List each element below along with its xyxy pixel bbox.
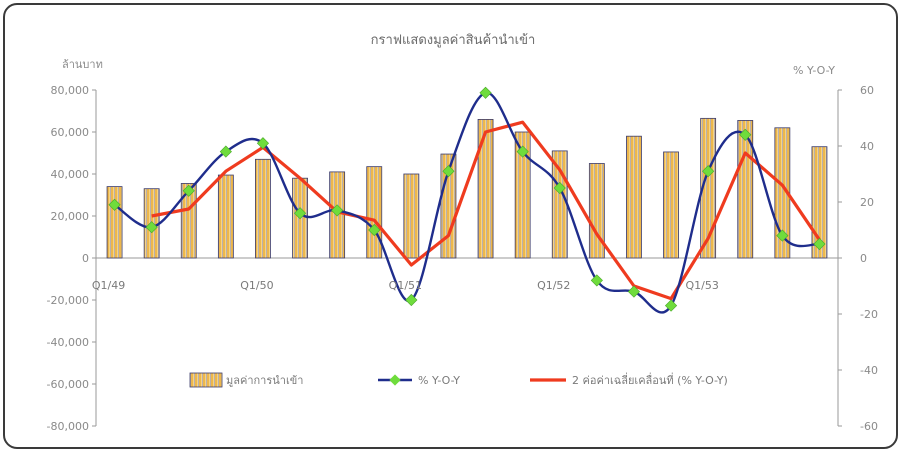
yoy-marker <box>776 229 789 242</box>
yoy-marker <box>442 165 455 178</box>
legend: มูลค่าการนำเข้า % Y-O-Y 2 ค่อค่าเฉลี่ยเคลื… <box>189 372 728 388</box>
yoy-marker <box>479 86 492 99</box>
bar <box>255 158 271 259</box>
yoy-marker <box>368 223 381 237</box>
bar <box>180 183 197 259</box>
yoy-marker <box>702 165 715 178</box>
y-left-axis-label: ล้านบาท <box>62 58 103 71</box>
bar <box>811 146 828 259</box>
y-right-tick-label: -60 <box>860 420 878 433</box>
yoy-marker <box>219 145 232 158</box>
y-left-tick-label: 20,000 <box>51 210 90 223</box>
yoy-marker <box>627 285 641 298</box>
yoy-marker <box>145 221 158 234</box>
bar <box>217 174 234 259</box>
y-right-tick-label: 20 <box>860 196 874 209</box>
yoy-marker <box>256 137 270 150</box>
bar <box>106 186 123 259</box>
yoy-marker <box>590 274 603 287</box>
x-category-label: Q1/50 <box>240 279 273 292</box>
y-left-tick-label: 80,000 <box>51 84 90 97</box>
legend-label-yoy: % Y-O-Y <box>418 374 460 387</box>
y-left-tick-label: -60,000 <box>47 378 89 391</box>
bar <box>403 173 420 259</box>
bar <box>700 117 717 259</box>
y-right-tick-label: 40 <box>860 140 874 153</box>
yoy-marker <box>664 299 678 312</box>
yoy-marker <box>293 207 307 220</box>
yoy-marker <box>553 181 566 195</box>
bar <box>551 150 568 259</box>
yoy-marker <box>108 198 121 211</box>
yoy-marker <box>516 145 529 158</box>
tick-labels: 80,000 60,000 40,000 20,000 0 -20,000 -40,000 -… <box>47 84 878 433</box>
legend-label-ma: 2 ค่อค่าเฉลี่ยเคลื่อนที่ (% Y-O-Y) <box>572 372 728 387</box>
y-right-tick-label: -40 <box>860 364 878 377</box>
y-right-tick-label: 60 <box>860 84 874 97</box>
line-series <box>108 86 826 314</box>
bar <box>663 151 679 259</box>
x-category-label: Q1/49 <box>92 279 125 292</box>
y-left-tick-label: -80,000 <box>47 420 89 433</box>
yoy-marker <box>739 128 752 141</box>
y-right-tick-label: -20 <box>860 308 878 321</box>
legend-label-bar: มูลค่าการนำเข้า <box>226 374 303 387</box>
yoy-line <box>113 91 820 314</box>
x-category-label: Q1/51 <box>389 279 422 292</box>
y-right-tick-label: 0 <box>860 252 867 265</box>
yoy-marker <box>813 237 826 251</box>
y-right-axis-label: % Y-O-Y <box>793 64 835 77</box>
x-category-label: Q1/52 <box>537 279 570 292</box>
yoy-marker <box>182 184 195 197</box>
bar <box>477 119 494 259</box>
y-left-tick-label: -40,000 <box>47 336 89 349</box>
y-left-tick-label: 40,000 <box>51 168 90 181</box>
legend-swatch-yoy-marker <box>389 374 401 386</box>
legend-swatch-bar <box>189 372 223 388</box>
bar <box>626 135 642 259</box>
yoy-marker <box>405 293 418 307</box>
y-left-tick-label: 0 <box>82 252 89 265</box>
yoy-marker <box>331 204 344 217</box>
chart-title: กราฟแสดงมูลค่าสินค้านำเข้า <box>371 33 536 48</box>
y-left-tick-label: 60,000 <box>51 126 90 139</box>
bar <box>514 131 531 259</box>
bar <box>588 163 605 259</box>
y-left-tick-label: -20,000 <box>47 294 89 307</box>
x-category-label: Q1/53 <box>685 279 718 292</box>
bar <box>366 166 383 259</box>
